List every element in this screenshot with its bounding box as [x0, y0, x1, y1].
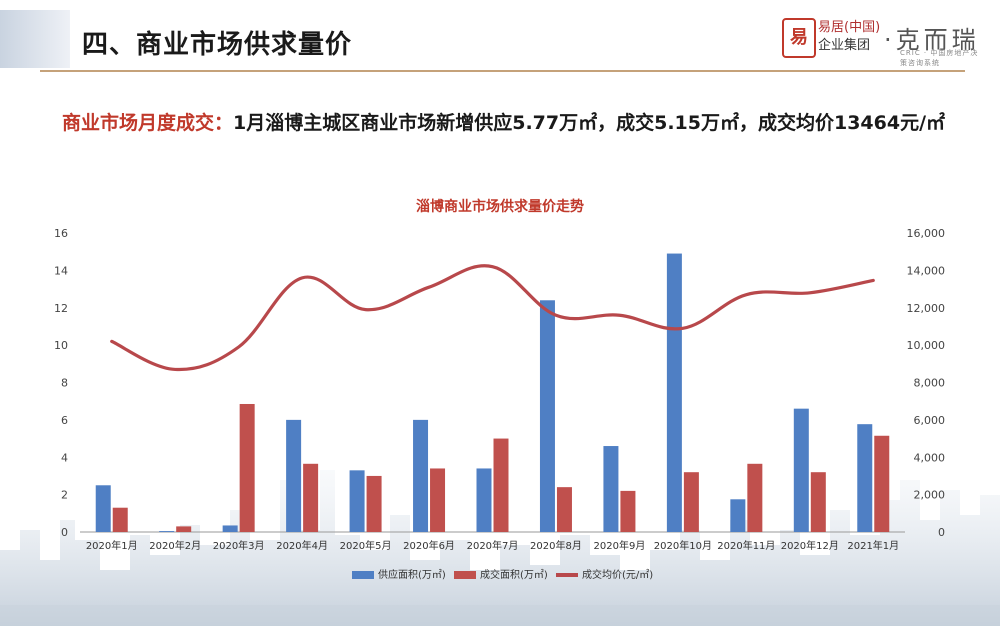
- x-tick-label: 2020年11月: [717, 539, 775, 552]
- y-left-tick-label: 12: [54, 302, 68, 315]
- city-skyline-background: [0, 470, 1000, 626]
- bar-deal: [430, 468, 446, 532]
- bar-deal: [176, 526, 192, 532]
- header-bar: 四、商业市场供求量价 易 易居(中国) 企业集团 ·克而瑞 CRIC · 中国房…: [0, 0, 1000, 75]
- x-tick-label: 2020年12月: [781, 539, 839, 552]
- y-right-tick-label: 16,000: [907, 227, 946, 240]
- chart-title: 淄博商业市场供求量价走势: [416, 199, 584, 215]
- bar-deal: [874, 435, 890, 532]
- headline-lead: 商业市场月度成交：: [62, 112, 234, 134]
- logo-line2: 企业集团: [818, 38, 871, 53]
- bar-deal: [556, 487, 572, 532]
- y-right-tick-label: 0: [938, 526, 945, 539]
- bar-supply: [349, 470, 365, 532]
- bar-deal: [493, 438, 509, 532]
- page-title: 四、商业市场供求量价: [82, 30, 353, 60]
- legend-label-deal: 成交面积(万㎡): [480, 570, 548, 581]
- y-left-tick-label: 4: [61, 451, 68, 464]
- bar-deal: [303, 463, 319, 532]
- y-left-tick-label: 2: [61, 489, 68, 502]
- x-tick-label: 2020年8月: [530, 539, 582, 552]
- x-tick-label: 2020年3月: [213, 539, 265, 552]
- price-line: [110, 264, 875, 372]
- x-tick-label: 2020年2月: [149, 539, 201, 552]
- x-tick-label: 2020年10月: [654, 539, 712, 552]
- y-right-tick-label: 14,000: [907, 264, 946, 277]
- logo-seal-icon: 易: [782, 18, 816, 58]
- y-right-tick-label: 8,000: [914, 377, 946, 390]
- x-tick-label: 2020年9月: [594, 539, 646, 552]
- bar-supply: [413, 419, 429, 532]
- bar-deal: [620, 490, 636, 532]
- y-left-tick-label: 16: [54, 227, 68, 240]
- bar-supply: [222, 525, 238, 532]
- legend-swatch-supply: [352, 571, 374, 579]
- logo-brand: ·克而瑞: [884, 26, 980, 54]
- bar-supply: [730, 499, 746, 532]
- y-left-tick-label: 8: [61, 377, 68, 390]
- legend-label-supply: 供应面积(万㎡): [378, 570, 446, 581]
- y-right-tick-label: 10,000: [907, 339, 946, 352]
- bar-supply: [159, 531, 175, 532]
- legend-label-price: 成交均价(元/㎡): [582, 570, 654, 581]
- x-tick-label: 2020年1月: [86, 539, 138, 552]
- headline-text: 1月淄博主城区商业市场新增供应5.77万㎡，成交5.15万㎡，成交均价13464…: [233, 112, 946, 134]
- legend-item-supply: 供应面积(万㎡): [352, 566, 446, 581]
- legend-item-deal: 成交面积(万㎡): [454, 566, 548, 581]
- company-logo: 易 易居(中国) 企业集团 ·克而瑞 CRIC · 中国房地产决策咨询系统: [782, 16, 982, 67]
- y-left-tick-label: 14: [54, 264, 68, 277]
- y-right-tick-label: 2,000: [914, 489, 946, 502]
- x-tick-label: 2020年4月: [276, 539, 328, 552]
- bar-supply: [603, 446, 619, 532]
- bar-supply: [286, 419, 302, 532]
- bar-deal: [810, 472, 826, 532]
- chart-price-line: [110, 264, 875, 372]
- legend-swatch-deal: [454, 571, 476, 579]
- x-tick-label: 2021年1月: [847, 539, 899, 552]
- bar-supply: [857, 424, 873, 532]
- bar-deal: [366, 475, 382, 532]
- bar-deal: [239, 403, 255, 532]
- headline: 商业市场月度成交：1月淄博主城区商业市场新增供应5.77万㎡，成交5.15万㎡，…: [62, 108, 945, 135]
- x-tick-label: 2020年7月: [467, 539, 519, 552]
- bar-supply: [793, 408, 809, 532]
- y-axis-left-ticks: 0 2 4 6 8 10 12 14 16: [54, 227, 68, 539]
- logo-subtitle: CRIC · 中国房地产决策咨询系统: [900, 49, 979, 67]
- header-divider: [40, 70, 965, 72]
- bar-supply: [476, 468, 492, 532]
- y-right-tick-label: 12,000: [907, 302, 946, 315]
- bar-supply: [539, 300, 555, 532]
- x-axis-ticks: 2020年1月 2020年2月 2020年3月 2020年4月 2020年5月 2020年…: [86, 539, 899, 552]
- legend-swatch-price: [556, 573, 578, 577]
- y-right-tick-label: 6,000: [914, 414, 946, 427]
- chart-bars: [95, 253, 890, 532]
- chart-legend: 供应面积(万㎡) 成交面积(万㎡) 成交均价(元/㎡): [0, 566, 1000, 582]
- y-axis-right-ticks: 0 2,000 4,000 6,000 8,000 10,000 12,000 14,000 1…: [907, 227, 946, 539]
- bar-supply: [666, 253, 682, 532]
- y-left-tick-label: 6: [61, 414, 68, 427]
- bar-deal: [683, 472, 699, 532]
- y-left-tick-label: 0: [61, 526, 68, 539]
- x-tick-label: 2020年6月: [403, 539, 455, 552]
- logo-line1: 易居(中国): [818, 20, 881, 35]
- y-left-tick-label: 10: [54, 339, 68, 352]
- header-accent-strip: [0, 10, 70, 68]
- y-right-tick-label: 4,000: [914, 451, 946, 464]
- bar-deal: [747, 463, 763, 532]
- bar-supply: [95, 485, 111, 532]
- x-tick-label: 2020年5月: [340, 539, 392, 552]
- bar-deal: [112, 507, 128, 532]
- legend-item-price: 成交均价(元/㎡): [556, 566, 653, 581]
